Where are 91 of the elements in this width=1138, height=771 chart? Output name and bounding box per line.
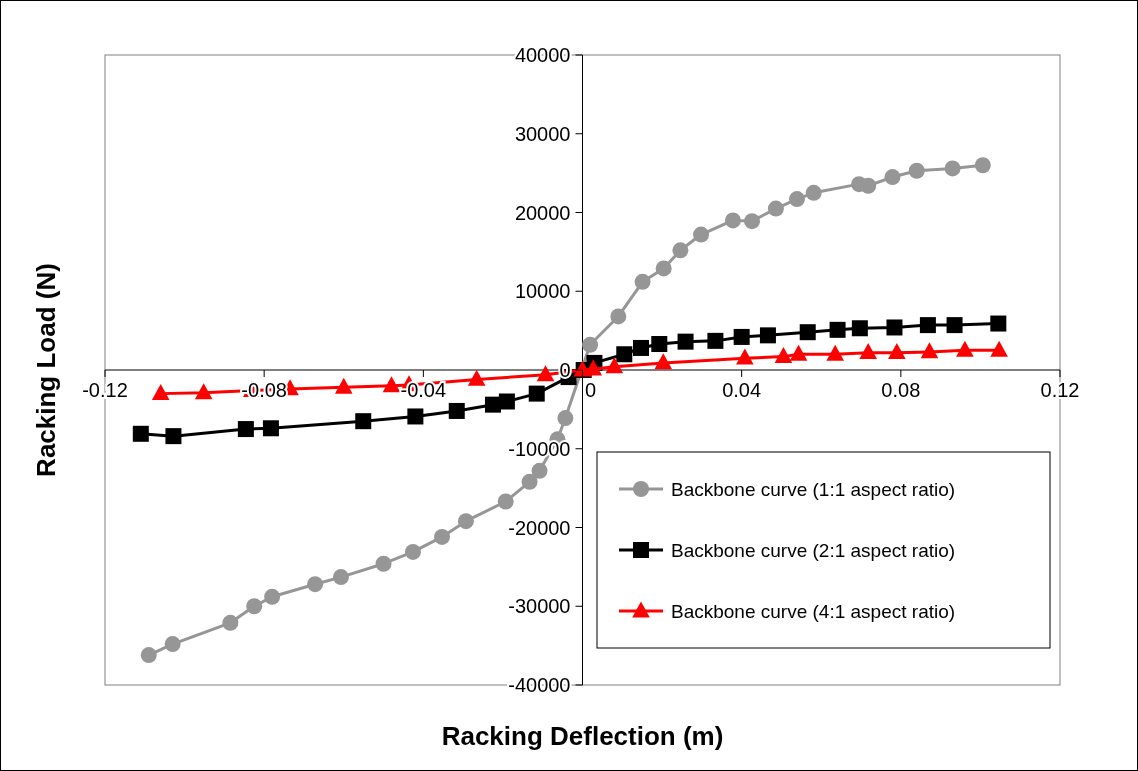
point	[736, 348, 754, 365]
point	[140, 647, 157, 664]
y-tick-label: -20000	[508, 516, 571, 539]
point	[264, 588, 281, 605]
point	[497, 493, 514, 510]
point	[616, 346, 633, 363]
point	[557, 410, 574, 427]
point	[884, 169, 901, 186]
point	[536, 365, 555, 382]
point	[774, 347, 793, 364]
point	[632, 339, 649, 356]
point	[375, 555, 392, 572]
point	[528, 385, 545, 402]
point	[467, 369, 486, 386]
point	[521, 473, 538, 490]
point	[655, 260, 672, 277]
point	[634, 273, 651, 290]
point	[651, 336, 668, 353]
point	[151, 384, 170, 401]
point	[799, 324, 816, 341]
point	[744, 213, 761, 230]
point	[693, 226, 710, 243]
point	[974, 157, 991, 174]
point	[165, 428, 182, 445]
point	[990, 340, 1008, 357]
point	[920, 342, 939, 359]
point	[919, 317, 936, 334]
point	[767, 200, 784, 217]
point	[222, 614, 239, 631]
point	[355, 413, 372, 430]
point	[531, 462, 548, 479]
point	[307, 576, 324, 593]
point	[498, 393, 515, 410]
point	[733, 328, 750, 345]
point	[956, 340, 974, 357]
x-tick-label: 0	[584, 379, 597, 401]
point	[805, 184, 822, 201]
legend-label: Backbone curve (2:1 aspect ratio)	[671, 540, 956, 561]
point	[677, 333, 694, 350]
y-tick-label: -40000	[508, 674, 571, 696]
point	[859, 343, 877, 360]
point	[654, 353, 673, 370]
point	[407, 408, 424, 425]
point	[759, 327, 776, 344]
point	[946, 317, 963, 334]
point	[404, 543, 421, 560]
y-tick-label: 30000	[514, 122, 571, 145]
point	[457, 513, 474, 530]
y-tick-label: -10000	[508, 437, 571, 460]
point	[829, 321, 846, 338]
point	[672, 242, 689, 259]
point	[788, 191, 805, 208]
point	[605, 357, 624, 374]
x-axis-title: Racking Deflection (m)	[441, 721, 724, 751]
legend-label: Backbone curve (1:1 aspect ratio)	[671, 479, 956, 500]
point	[434, 528, 451, 545]
point	[707, 332, 724, 349]
point	[886, 319, 903, 336]
x-tick-label: -0.04	[400, 379, 447, 401]
y-tick-label: -30000	[508, 595, 571, 618]
x-tick-label: 0.04	[722, 379, 762, 401]
point	[332, 569, 349, 586]
point	[132, 425, 149, 442]
x-tick-label: -0.12	[82, 379, 128, 401]
point	[246, 598, 263, 615]
y-tick-label: 40000	[514, 44, 571, 66]
x-tick-label: 0.08	[881, 379, 921, 401]
legend-label: Backbone curve (4:1 aspect ratio)	[671, 601, 956, 622]
point	[582, 336, 599, 353]
y-axis-title: Racking Load (N)	[31, 263, 61, 477]
point	[610, 308, 627, 325]
point	[164, 636, 181, 653]
point	[334, 377, 353, 394]
point	[194, 383, 213, 400]
y-tick-label: 10000	[514, 280, 571, 303]
point	[262, 420, 279, 437]
point	[944, 160, 961, 177]
point	[888, 343, 906, 360]
point	[382, 376, 401, 393]
point	[908, 162, 925, 179]
point	[860, 177, 877, 194]
point	[990, 315, 1007, 332]
x-tick-label: 0.12	[1040, 379, 1080, 401]
point	[826, 344, 844, 361]
y-tick-label: 20000	[514, 201, 571, 224]
point	[448, 402, 465, 419]
point	[237, 421, 254, 438]
point	[724, 212, 741, 229]
y-tick-label: 0	[559, 359, 571, 381]
point	[851, 320, 868, 337]
point	[789, 344, 808, 361]
